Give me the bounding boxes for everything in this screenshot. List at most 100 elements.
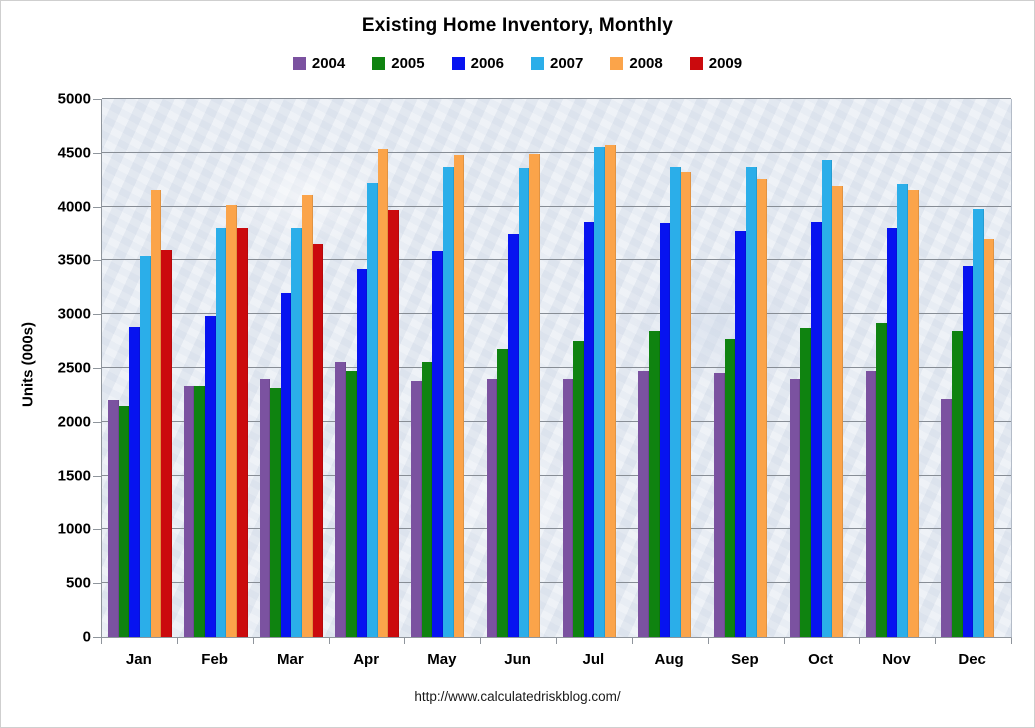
bar-2005-oct [800,328,811,637]
y-tick-2500 [93,368,101,369]
legend-label-2005: 2005 [391,55,425,72]
bar-group-dec [935,99,1011,637]
bar-slot [129,99,140,637]
x-label-dec: Dec [958,651,986,668]
bar-slot [139,99,151,637]
bar-slot [983,99,995,637]
bar-slot [648,99,660,637]
bar-slot [951,99,963,637]
y-tick-3500 [93,260,101,262]
legend-swatch-2005 [372,57,386,70]
bar-slot [886,99,898,637]
bar-2008-oct [832,186,843,637]
bar-2004-sep [714,373,725,637]
bar-2004-oct [789,378,801,637]
x-label-apr: Apr [353,651,380,668]
bar-2004-jun [486,378,498,637]
bar-slot [724,99,736,637]
x-tick-3 [328,638,330,644]
y-axis-tick-marks [93,99,101,638]
bar-2008-apr [377,148,389,637]
bar-2005-aug [648,331,660,637]
bar-slot [745,99,757,637]
bar-slot [442,99,454,637]
bar-2008-jul [605,144,616,637]
x-tick-1 [176,638,178,644]
bar-slot [486,99,498,637]
bar-slot [973,99,984,637]
bar-group-mar [254,99,330,637]
legend-item-2006: 2006 [451,55,504,72]
legend-label-2009: 2009 [708,55,743,72]
bar-slot [226,99,237,637]
bar-2005-apr [345,371,357,637]
y-axis-tick-labels: 0 500 1000 1500 2000 2500 3000 3500 4000 4500 5000 [1,91,91,646]
bar-2007-sep [745,166,757,637]
y-tick-label-1500: 1500 [57,467,91,485]
bar-slot [594,99,605,637]
legend-swatch-2007 [531,57,544,70]
bar-slot [876,99,887,637]
bar-2007-jun [518,167,530,637]
bar-group-jun [481,99,557,637]
x-tick-6 [556,638,557,644]
bar-slot [497,99,508,637]
bar-group-nov [860,99,936,637]
bar-slot [421,99,433,637]
bar-slot [356,99,368,637]
bar-2007-may [442,166,454,637]
bar-2005-sep [724,338,736,637]
bar-2007-oct [821,160,833,637]
bar-slot [756,99,768,637]
bar-slot [941,99,952,637]
bar-slot [767,99,778,637]
y-tick-label-2500: 2500 [57,359,91,377]
x-tick-9 [783,638,785,644]
bar-slot [562,99,574,637]
gridline-3000 [102,313,1011,315]
bar-slot [962,99,974,637]
x-tick-12 [1011,638,1012,644]
bar-slot [367,99,378,637]
gridline-2000 [102,420,1011,422]
bar-slot [908,99,919,637]
bar-group-apr [329,99,405,637]
y-tick-label-500: 500 [65,574,91,592]
bar-2007-mar [291,228,302,637]
y-tick-5000 [93,99,101,100]
gridline-5000 [102,98,1011,99]
y-tick-500 [93,583,101,585]
bar-2006-dec [962,265,974,637]
bar-slot [518,99,530,637]
bar-slot [291,99,302,637]
bar-slot [183,99,195,637]
bar-2006-jul [583,221,595,637]
bar-2004-mar [259,378,271,637]
bar-2004-aug [638,371,649,637]
bar-slot [670,99,681,637]
bar-group-oct [784,99,860,637]
x-label-sep: Sep [731,651,759,668]
bar-group-jul [557,99,633,637]
x-tick-10 [859,638,861,644]
plot-area [101,98,1012,638]
gridline-1000 [102,528,1011,530]
bar-2005-dec [951,330,963,637]
y-tick-label-0: 0 [82,628,91,646]
bar-slot [583,99,595,637]
x-tick-7 [631,638,633,644]
x-axis-labels: Jan Feb Mar Apr May Jun Jul Aug Sep Oct Nov Dec [101,651,1010,673]
x-label-oct: Oct [808,651,834,668]
bar-2008-jun [529,153,540,637]
bar-slot [573,99,584,637]
bar-2004-feb [183,386,195,637]
bar-groups [102,99,1011,637]
bar-2004-apr [335,361,346,637]
bar-2009-apr [388,209,399,637]
bar-2007-apr [367,183,378,637]
bar-2006-may [432,250,443,637]
bar-2007-aug [670,166,681,637]
bar-slot [821,99,833,637]
footer-url: http://www.calculatedriskblog.com/ [414,689,621,704]
